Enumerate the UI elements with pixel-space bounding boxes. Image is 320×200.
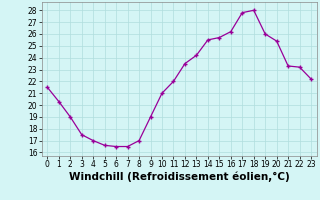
X-axis label: Windchill (Refroidissement éolien,°C): Windchill (Refroidissement éolien,°C) [69, 172, 290, 182]
